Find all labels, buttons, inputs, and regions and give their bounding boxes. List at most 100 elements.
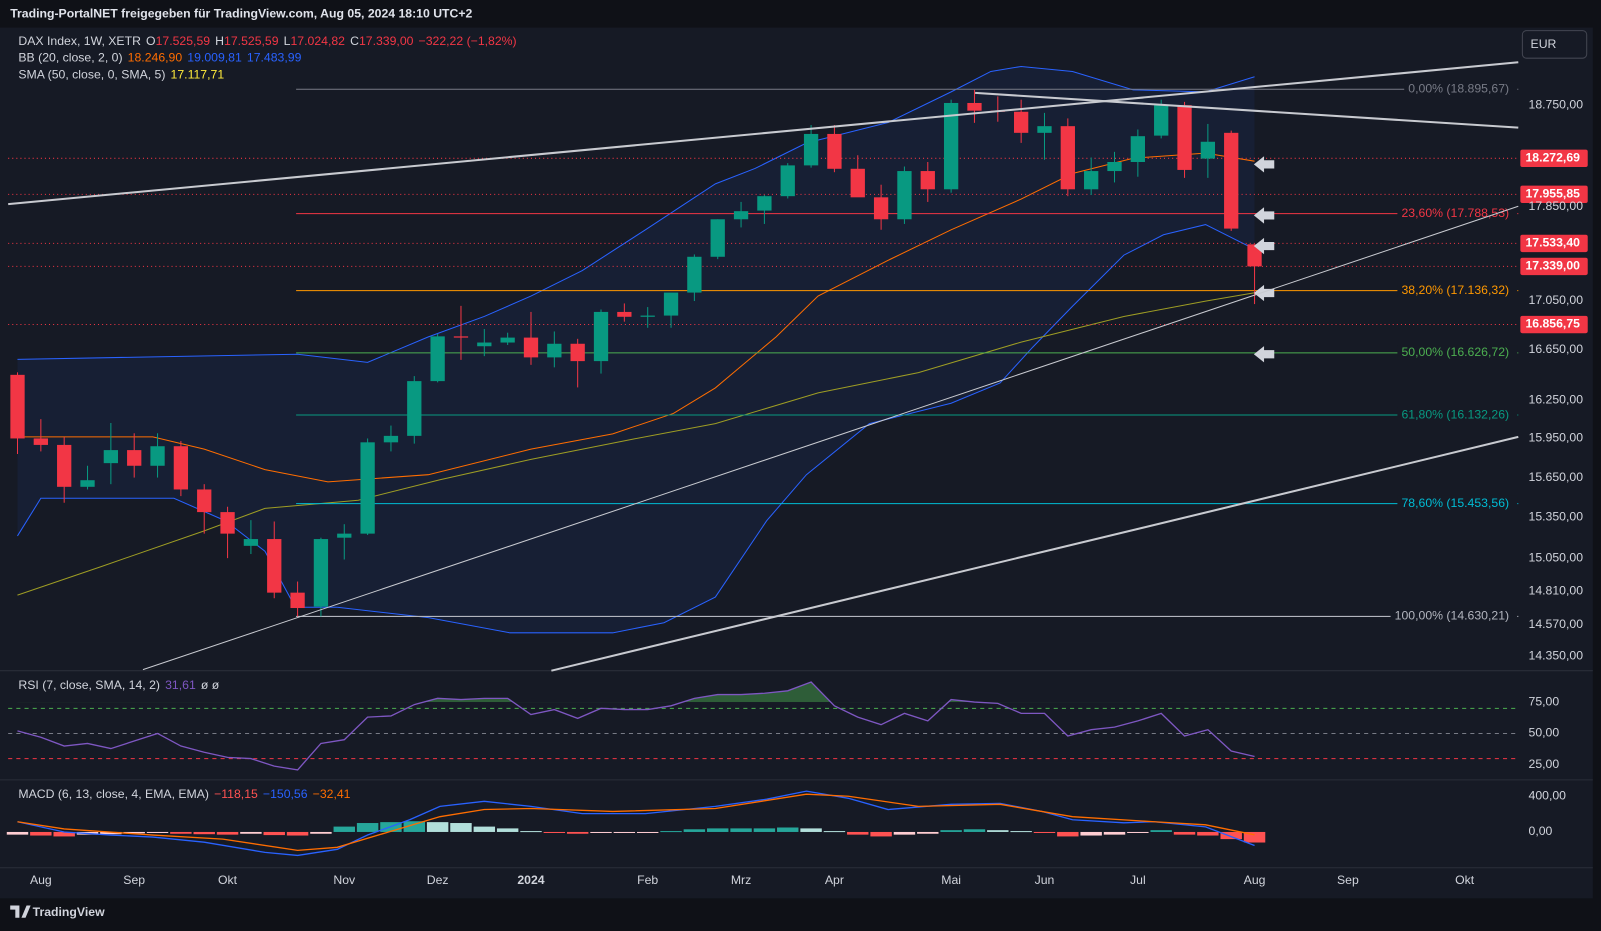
price-label: 17.533,40: [1525, 236, 1580, 250]
candle-body: [173, 446, 189, 490]
fib-label-bg: [1397, 495, 1518, 510]
fib-label-bg: [1404, 81, 1518, 96]
macd-histogram-bar: [753, 828, 776, 832]
candle-body: [617, 311, 632, 317]
macd-histogram-bar: [473, 826, 496, 832]
rsi-line: [17, 681, 1255, 771]
candle-body: [827, 133, 842, 169]
currency-box[interactable]: [1521, 30, 1588, 59]
macd-histogram-bar: [706, 828, 729, 832]
macd-histogram-bar: [940, 830, 962, 832]
legend-line: RSI (7, close, SMA, 14, 2) 31,61 ø ø: [18, 678, 219, 692]
candle-body: [687, 256, 702, 293]
legend-line: SMA (50, close, 0, SMA, 5) 17.117,71: [18, 68, 224, 82]
trendline: [975, 91, 1519, 129]
candle-body: [547, 343, 562, 358]
legend-text: 17.024,82: [290, 34, 345, 48]
candle-body: [593, 311, 609, 362]
macd-histogram-bar: [823, 831, 846, 833]
y-tick-label: 18.750,00: [1529, 97, 1584, 111]
macd-histogram-bar: [286, 831, 309, 836]
macd-histogram-bar: [6, 831, 29, 835]
candle-body: [1130, 136, 1145, 162]
fib-label-bg: [1397, 282, 1518, 297]
price-label: 17.339,00: [1525, 259, 1580, 273]
macd-line: [17, 790, 1255, 857]
y-tick-label: 25,00: [1529, 757, 1560, 771]
macd-histogram-bar: [123, 831, 145, 834]
candle-body: [313, 539, 329, 607]
legend-text: 17.339,00: [359, 34, 414, 48]
macd-histogram-bar: [1080, 831, 1102, 836]
legend-text: −118,15: [214, 787, 258, 801]
chart-panel: [0, 27, 1593, 899]
arrow-marker: [1253, 346, 1275, 363]
price-label-box: [1520, 234, 1588, 253]
macd-histogram-bar: [333, 826, 355, 832]
fib-label: 50,00% (16.626,72): [1401, 345, 1509, 359]
legend-text: RSI (7, close, SMA, 14, 2): [18, 678, 160, 692]
candle-body: [1200, 141, 1216, 159]
trendline: [142, 205, 1519, 671]
candle-body: [523, 337, 539, 358]
fib-label-bg: [1390, 608, 1518, 623]
bollinger-fill: [17, 66, 1255, 633]
header-title: Trading-PortalNET freigegeben für Tradin…: [10, 7, 472, 21]
y-tick-label: 14.570,00: [1529, 617, 1584, 631]
x-tick-label: Nov: [333, 873, 356, 887]
legend-text: O: [146, 34, 156, 48]
y-tick-label: 15.350,00: [1529, 510, 1584, 524]
macd-histogram-bar: [1103, 831, 1126, 835]
candle-body: [80, 480, 95, 487]
candle-body: [850, 168, 865, 198]
macd-histogram-bar: [847, 831, 869, 835]
candle-body: [1177, 105, 1192, 170]
price-label: 17.955,85: [1525, 187, 1580, 201]
y-tick-label: 15.950,00: [1529, 431, 1584, 445]
arrow-marker: [1253, 207, 1275, 224]
legend-line: DAX Index, 1W, XETR O17.525,59 H17.525,59 L…: [18, 34, 516, 48]
candle-body: [267, 539, 282, 593]
bollinger-upper: [17, 65, 1255, 363]
macd-histogram-bar: [1173, 831, 1196, 835]
macd-histogram-bar: [870, 831, 892, 837]
macd-histogram-bar: [963, 829, 986, 832]
price-label: 18.272,69: [1525, 151, 1580, 165]
legend-text: MACD (6, 13, close, 4, EMA, EMA): [18, 787, 209, 801]
candle-body: [943, 102, 959, 190]
candle-body: [57, 444, 72, 487]
arrow-marker: [1253, 284, 1275, 302]
legend-text: 17.525,59: [156, 34, 211, 48]
candle-body: [757, 196, 772, 211]
fib-label-bg: [1397, 345, 1518, 360]
macd-histogram-bar: [1197, 831, 1219, 836]
macd-histogram-bar: [53, 831, 75, 837]
legend-text: L: [284, 34, 291, 48]
macd-histogram-bar: [987, 830, 1009, 832]
currency[interactable]: EUR: [1531, 37, 1557, 51]
y-tick-label: 75,00: [1529, 694, 1560, 708]
macd-histogram-bar: [613, 831, 636, 833]
candle-body: [243, 539, 259, 546]
candle-body: [220, 512, 235, 534]
macd-histogram-bar: [800, 828, 822, 832]
fib-label: 100,00% (14.630,21): [1395, 609, 1509, 623]
fib-label: 23,60% (17.788,53): [1401, 206, 1509, 220]
candle-body: [570, 343, 585, 362]
legend-text: 19.009,81: [187, 51, 242, 65]
macd-histogram-bar: [730, 828, 752, 832]
price-label: 16.856,75: [1525, 317, 1580, 331]
candle-body: [967, 102, 982, 111]
legend-text: H: [215, 34, 224, 48]
candle-body: [897, 171, 912, 220]
x-tick-label: Aug: [1244, 873, 1266, 887]
x-tick-label: Dez: [427, 873, 449, 887]
y-tick-label: 16.250,00: [1529, 392, 1584, 406]
legend-text: DAX Index, 1W, XETR: [18, 34, 141, 48]
candle-body: [1060, 126, 1075, 190]
candle-body: [1084, 171, 1099, 190]
macd-histogram-bar: [450, 823, 472, 832]
price-label-box: [1520, 149, 1588, 167]
logo-icon: [10, 905, 31, 918]
